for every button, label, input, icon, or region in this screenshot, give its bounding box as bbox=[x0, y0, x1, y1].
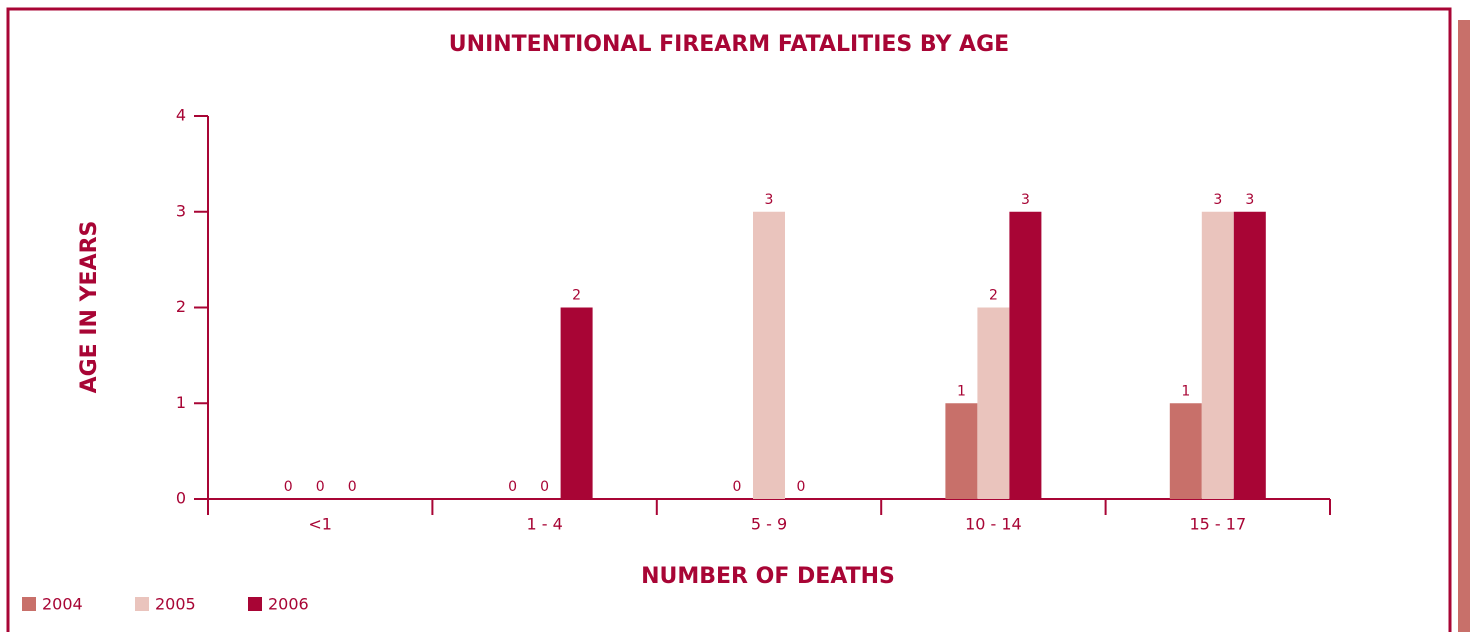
value-label: 2 bbox=[989, 288, 998, 304]
legend-label: 2004 bbox=[42, 595, 83, 614]
bar bbox=[977, 307, 1010, 499]
bar bbox=[560, 307, 593, 499]
value-label: 3 bbox=[1245, 192, 1254, 208]
x-tick-label: 1 - 4 bbox=[526, 515, 562, 534]
value-label: 0 bbox=[284, 479, 293, 495]
y-tick-label: 0 bbox=[176, 489, 186, 508]
bar bbox=[1169, 403, 1202, 499]
legend-label: 2006 bbox=[268, 595, 309, 614]
y-tick-label: 2 bbox=[176, 297, 186, 316]
bar bbox=[1233, 211, 1266, 499]
x-axis-label: NUMBER OF DEATHS bbox=[641, 564, 895, 589]
bar bbox=[1201, 211, 1234, 499]
value-label: 2 bbox=[572, 288, 581, 304]
bar bbox=[1009, 211, 1042, 499]
x-tick-label: <1 bbox=[308, 515, 332, 534]
y-axis-label: AGE IN YEARS bbox=[77, 221, 102, 394]
value-label: 3 bbox=[765, 192, 774, 208]
legend-swatch bbox=[248, 597, 262, 611]
legend-swatch bbox=[22, 597, 36, 611]
x-tick-label: 5 - 9 bbox=[751, 515, 787, 534]
value-label: 0 bbox=[733, 479, 742, 495]
value-label: 3 bbox=[1021, 192, 1030, 208]
value-label: 0 bbox=[348, 479, 357, 495]
value-label: 0 bbox=[508, 479, 517, 495]
value-label: 1 bbox=[957, 383, 966, 399]
value-label: 1 bbox=[1181, 383, 1190, 399]
bar bbox=[945, 403, 978, 499]
side-strip bbox=[1458, 20, 1470, 632]
legend-label: 2005 bbox=[155, 595, 196, 614]
bar bbox=[753, 211, 785, 499]
value-label: 0 bbox=[540, 479, 549, 495]
value-label: 0 bbox=[316, 479, 325, 495]
x-tick-label: 10 - 14 bbox=[965, 515, 1022, 534]
value-label: 3 bbox=[1213, 192, 1222, 208]
y-tick-label: 4 bbox=[176, 106, 186, 125]
x-tick-label: 15 - 17 bbox=[1189, 515, 1246, 534]
chart-title: UNINTENTIONAL FIREARM FATALITIES BY AGE bbox=[449, 32, 1009, 57]
y-tick-label: 1 bbox=[176, 393, 186, 412]
value-label: 0 bbox=[797, 479, 806, 495]
y-tick-label: 3 bbox=[176, 201, 186, 220]
legend-swatch bbox=[135, 597, 149, 611]
frame bbox=[6, 7, 1452, 632]
